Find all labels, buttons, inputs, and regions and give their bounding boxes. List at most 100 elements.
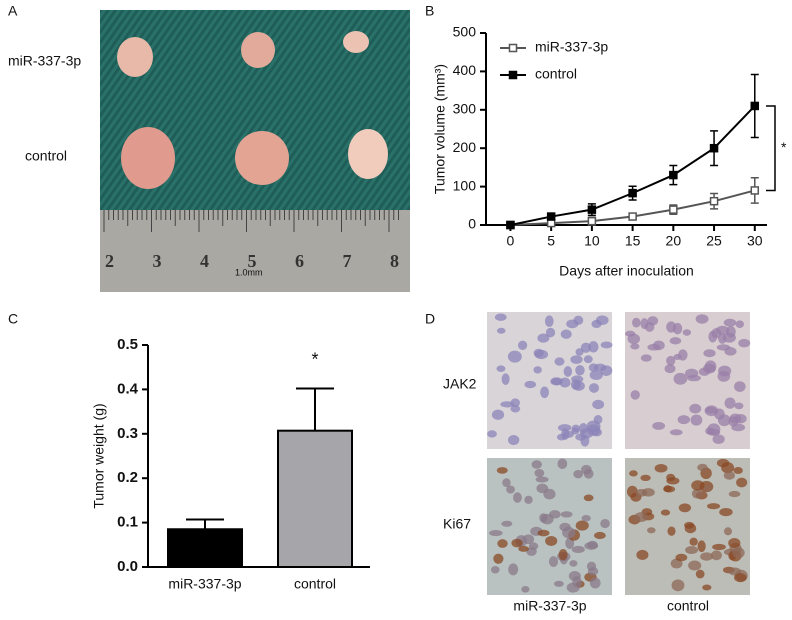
nucleus (533, 366, 542, 374)
point (587, 216, 597, 226)
nucleus (723, 318, 737, 327)
x-tick-label: 5 (547, 233, 555, 249)
nucleus (728, 490, 741, 498)
nucleus (588, 383, 600, 393)
nucleus (522, 534, 535, 545)
ruler-label: 7 (343, 251, 352, 271)
nucleus (517, 340, 528, 350)
nucleus (652, 421, 666, 430)
nucleus (710, 550, 722, 561)
row-label: Ki67 (443, 516, 471, 532)
nucleus (684, 523, 697, 534)
nucleus (572, 381, 585, 391)
series-line (510, 105, 756, 226)
y-tick-label: 500 (453, 24, 477, 40)
nucleus (600, 365, 613, 376)
y-tick-label: 0 (468, 216, 476, 232)
nucleus (736, 477, 748, 488)
nucleus (587, 567, 599, 576)
panel-label: B (425, 3, 434, 19)
nucleus (695, 569, 705, 579)
nucleus (666, 355, 676, 366)
y-axis-label: Tumor weight (g) (91, 403, 107, 508)
y-tick-label: 0.0 (117, 558, 138, 575)
photo-panel-a (100, 10, 410, 292)
nucleus (732, 547, 745, 559)
nucleus (698, 367, 711, 376)
nucleus (715, 325, 730, 335)
point (709, 196, 719, 206)
panel-label: C (8, 311, 18, 327)
point (587, 205, 597, 214)
nucleus (700, 552, 714, 561)
nucleus (671, 579, 685, 592)
nucleus (545, 535, 558, 547)
nucleus (600, 518, 610, 529)
nucleus (524, 495, 533, 504)
nucleus (496, 327, 506, 334)
nucleus (580, 434, 590, 447)
nucleus (569, 560, 578, 567)
nucleus (541, 513, 554, 525)
nucleus (723, 527, 733, 536)
nucleus (669, 429, 683, 436)
point (546, 212, 556, 221)
nucleus (557, 458, 568, 470)
x-tick-label: miR-337-3p (168, 576, 241, 592)
x-tick-label: 30 (747, 233, 763, 249)
ruler-label: 4 (200, 251, 209, 271)
legend-marker (508, 43, 518, 53)
point (628, 188, 637, 198)
nucleus (491, 409, 505, 420)
nucleus (664, 364, 676, 374)
nucleus (571, 545, 585, 553)
legend-label: control (535, 66, 577, 82)
error-bar (186, 518, 224, 530)
nucleus (703, 349, 716, 358)
nucleus (528, 542, 539, 550)
nucleus (689, 537, 698, 546)
nucleus (511, 538, 523, 548)
nucleus (704, 406, 717, 414)
nucleus (560, 511, 573, 518)
nucleus (695, 314, 709, 324)
row-label: miR-337-3p (8, 53, 81, 69)
nucleus (697, 540, 706, 553)
nucleus (588, 363, 599, 372)
row-label: JAK2 (443, 376, 477, 392)
nucleus (716, 458, 730, 468)
nucleus (545, 327, 556, 338)
nucleus (533, 348, 544, 358)
y-tick-label: 100 (453, 177, 477, 193)
nucleus (690, 414, 703, 426)
nucleus (669, 337, 682, 345)
nucleus (647, 527, 656, 534)
y-tick-label: 0.4 (117, 380, 139, 397)
point (628, 212, 637, 221)
error-bar (296, 387, 334, 431)
ruler-label: 2 (105, 251, 114, 271)
bar (277, 429, 353, 568)
nucleus (734, 381, 746, 392)
nucleus (575, 365, 585, 376)
ruler-label: 5 (248, 251, 257, 271)
nucleus (502, 478, 511, 488)
nucleus (554, 357, 565, 366)
nucleus (508, 563, 519, 576)
nucleus (501, 373, 510, 385)
ruler-label: 3 (153, 251, 162, 271)
y-axis-label: Tumor volume (mm³) (432, 64, 448, 194)
column-label: miR-337-3p (513, 598, 586, 614)
nucleus (581, 515, 591, 522)
nucleus (677, 415, 690, 425)
y-tick-label: 0.1 (117, 514, 138, 531)
x-axis-label: Days after inoculation (559, 263, 694, 279)
nucleus (734, 573, 747, 583)
ruler-label: 8 (390, 251, 399, 271)
nucleus (490, 566, 500, 574)
nucleus (536, 483, 549, 494)
nucleus (583, 355, 593, 364)
ihc-image (487, 458, 612, 595)
nucleus (571, 427, 580, 435)
x-tick-label: 25 (706, 233, 722, 249)
